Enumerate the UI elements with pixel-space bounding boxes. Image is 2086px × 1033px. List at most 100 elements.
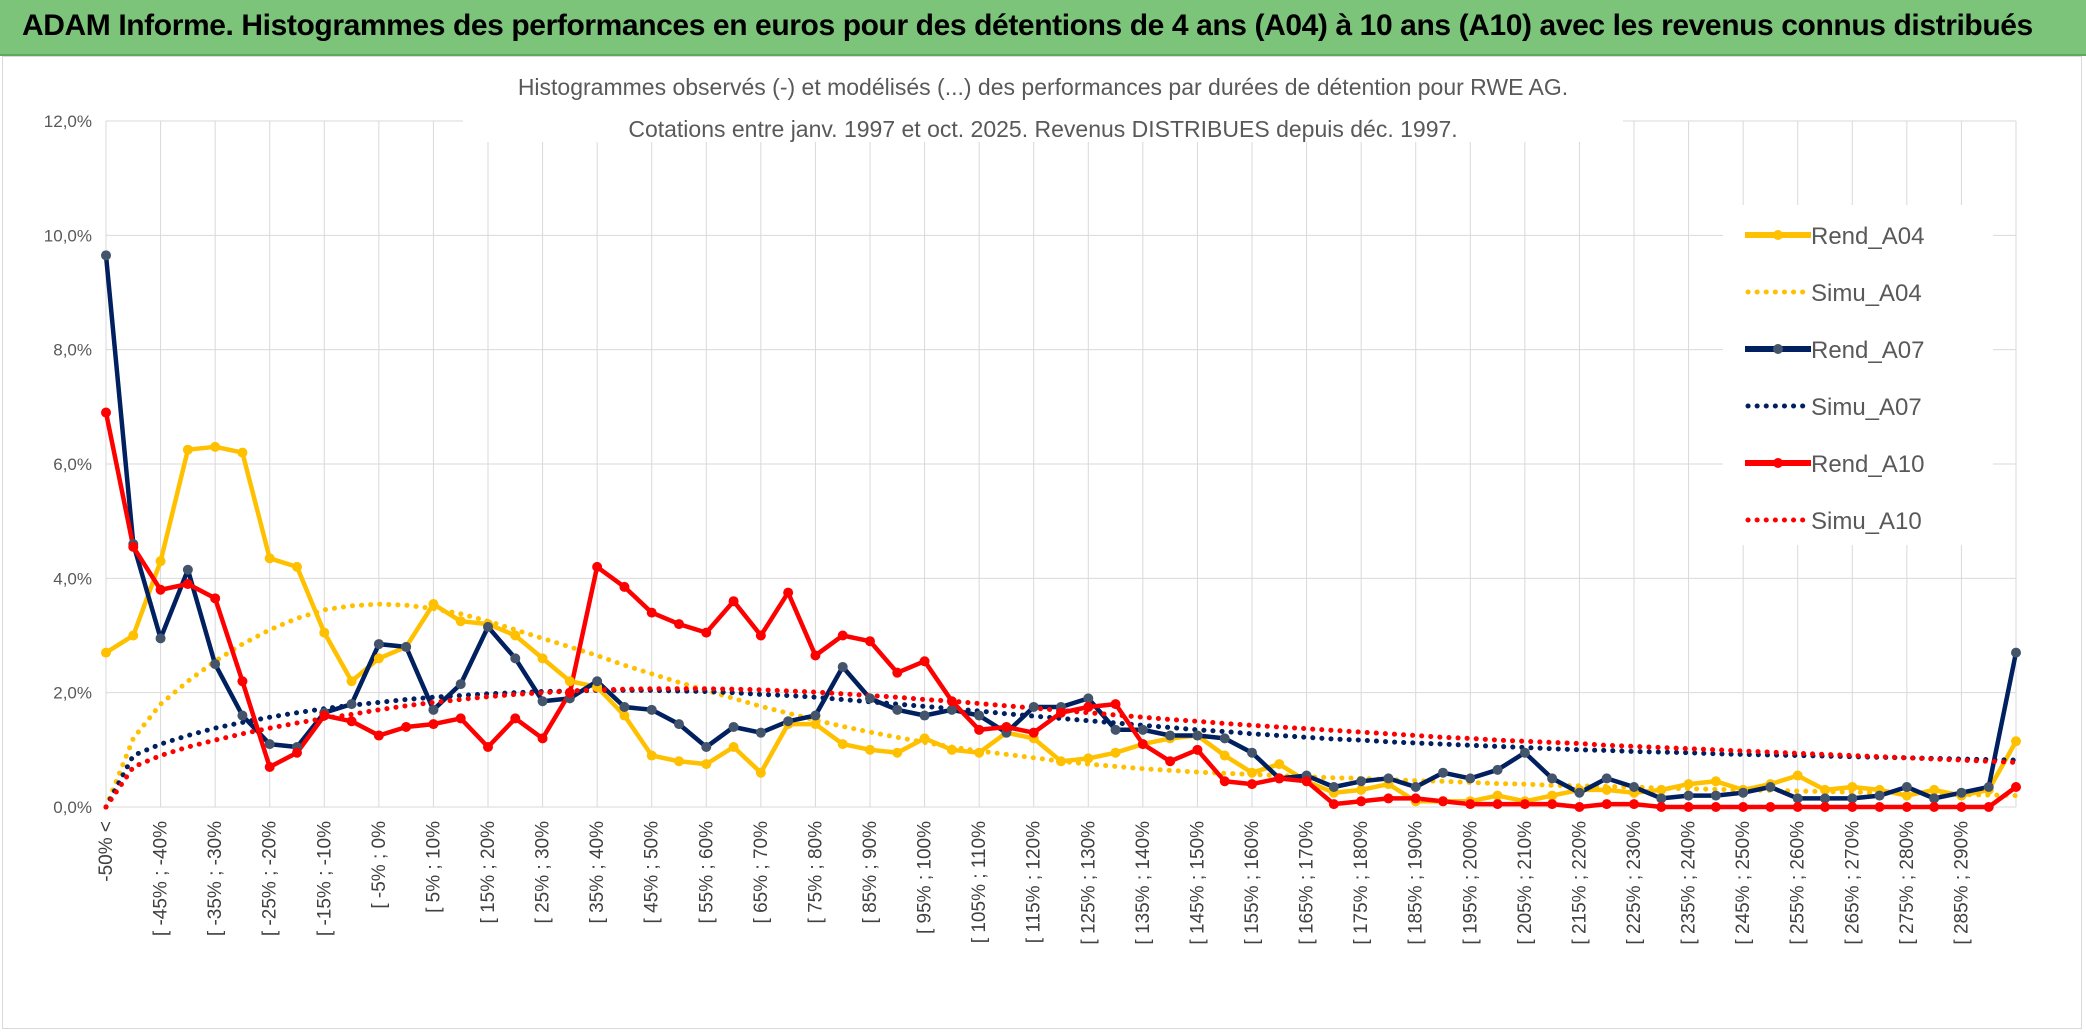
data-point-rend-a10: [564, 687, 575, 698]
chart-subtitle: Cotations entre janv. 1997 et oct. 2025.…: [628, 116, 1457, 142]
data-point-rend-a07: [1983, 781, 1994, 792]
data-point-rend-a07: [428, 704, 439, 715]
data-point-rend-a10: [1001, 721, 1012, 732]
data-point-rend-a10: [1438, 796, 1448, 807]
data-point-rend-a07: [1165, 730, 1176, 741]
data-point-rend-a10: [837, 630, 848, 641]
data-point-rend-a07: [755, 727, 766, 738]
data-point-rend-a10: [182, 579, 193, 590]
data-point-rend-a10: [1137, 739, 1148, 750]
data-point-rend-a07: [1219, 733, 1230, 744]
data-point-rend-a10: [1683, 802, 1694, 812]
data-point-rend-a10: [1356, 796, 1367, 807]
data-point-rend-a10: [1465, 799, 1476, 810]
x-tick-label: [ 285% ; 290%: [1951, 821, 1972, 945]
data-point-rend-a04: [510, 630, 521, 641]
data-point-rend-a10: [1328, 799, 1339, 810]
data-point-rend-a07: [1656, 793, 1667, 804]
data-point-rend-a10: [264, 761, 275, 772]
data-point-rend-a07: [455, 679, 466, 690]
y-tick-label: 0,0%: [53, 798, 92, 817]
data-point-rend-a07: [483, 621, 493, 632]
x-tick-label: [ -45% ; -40%: [151, 821, 172, 936]
data-point-rend-a04: [210, 441, 221, 452]
data-point-rend-a10: [210, 593, 221, 604]
data-point-rend-a10: [1383, 793, 1394, 804]
data-point-rend-a10: [1219, 776, 1230, 787]
data-point-rend-a04: [701, 759, 712, 770]
data-point-rend-a07: [946, 704, 957, 715]
data-point-rend-a07: [1874, 790, 1885, 801]
y-tick-label: 2,0%: [53, 684, 92, 703]
data-point-rend-a04: [1901, 790, 1912, 801]
data-point-rend-a07: [1765, 781, 1776, 792]
data-point-rend-a04: [1792, 770, 1803, 781]
data-point-rend-a10: [237, 676, 248, 687]
data-point-rend-a10: [1301, 776, 1312, 787]
data-point-rend-a07: [1356, 776, 1367, 787]
x-tick-label: -50% <: [96, 821, 117, 882]
data-point-rend-a10: [1656, 802, 1667, 812]
data-point-rend-a07: [1438, 767, 1448, 778]
x-tick-label: [ -5% ; 0%: [369, 821, 390, 909]
data-point-rend-a10: [674, 619, 684, 630]
x-tick-label: [ 5% ; 10%: [423, 821, 444, 913]
data-point-rend-a07: [2011, 647, 2021, 658]
data-point-rend-a10: [1519, 799, 1530, 810]
data-point-rend-a04: [1656, 784, 1667, 795]
legend-item-rend-a04: Rend_A04: [1745, 223, 1924, 250]
data-point-rend-a07: [1547, 773, 1558, 784]
data-point-rend-a04: [128, 630, 139, 641]
x-tick-label: [ 275% ; 280%: [1897, 821, 1918, 945]
data-point-rend-a10: [1247, 779, 1257, 790]
data-point-rend-a07: [1083, 693, 1094, 704]
data-point-rend-a07: [1028, 701, 1039, 712]
data-point-rend-a07: [1820, 793, 1830, 804]
legend: Rend_A04 Simu_A04 Rend_A07 Simu_A07 Rend_A10…: [1723, 205, 1993, 545]
data-point-rend-a10: [1956, 802, 1967, 812]
data-point-rend-a04: [619, 710, 630, 721]
data-point-rend-a07: [974, 710, 985, 721]
x-tick-label: [ 105% ; 110%: [969, 821, 990, 943]
x-tick-label: [ 95% ; 100%: [915, 821, 936, 934]
data-point-rend-a04: [1683, 779, 1694, 790]
data-point-rend-a07: [865, 693, 875, 704]
data-point-rend-a04: [373, 653, 384, 664]
x-tick-label: [ 55% ; 60%: [696, 821, 717, 924]
data-point-rend-a07: [1956, 787, 1967, 798]
data-point-rend-a07: [701, 741, 712, 752]
chart-title: Histogrammes observés (-) et modélisés (…: [518, 74, 1568, 100]
x-tick-label: [ 135% ; 140%: [1133, 821, 1154, 945]
data-point-rend-a10: [292, 747, 302, 758]
data-point-rend-a07: [510, 653, 521, 664]
legend-label: Rend_A04: [1811, 223, 1924, 250]
data-point-rend-a07: [1492, 764, 1503, 775]
data-point-rend-a04: [264, 553, 275, 564]
data-point-rend-a07: [237, 710, 248, 721]
series-markers: [101, 250, 2021, 812]
data-point-rend-a07: [592, 676, 603, 687]
data-point-rend-a07: [1247, 747, 1257, 758]
x-tick-label: [ 205% ; 210%: [1515, 821, 1536, 945]
x-tick-label: [ 265% ; 270%: [1842, 821, 1863, 945]
x-tick-label: [ 165% ; 170%: [1297, 821, 1318, 945]
legend-marker: [1773, 458, 1783, 468]
data-point-rend-a10: [1929, 802, 1940, 812]
gridlines: [105, 120, 2017, 808]
data-point-rend-a10: [428, 719, 439, 730]
legend-label: Simu_A07: [1811, 394, 1922, 421]
data-point-rend-a10: [646, 607, 657, 618]
data-point-rend-a04: [2011, 736, 2021, 747]
data-point-rend-a10: [2011, 781, 2021, 792]
data-point-rend-a10: [1847, 802, 1858, 812]
legend-label: Rend_A07: [1811, 337, 1924, 364]
data-point-rend-a10: [1410, 793, 1421, 804]
data-point-rend-a07: [1710, 790, 1721, 801]
x-tick-label: [ 75% ; 80%: [805, 821, 826, 924]
data-point-rend-a10: [755, 630, 766, 641]
header-banner: ADAM Informe. Histogrammes des performan…: [0, 0, 2086, 56]
legend-item-rend-a10: Rend_A10: [1745, 451, 1924, 478]
data-point-rend-a07: [264, 739, 275, 750]
x-tick-label: [ -25% ; -20%: [260, 821, 281, 936]
data-point-rend-a10: [1983, 802, 1994, 812]
